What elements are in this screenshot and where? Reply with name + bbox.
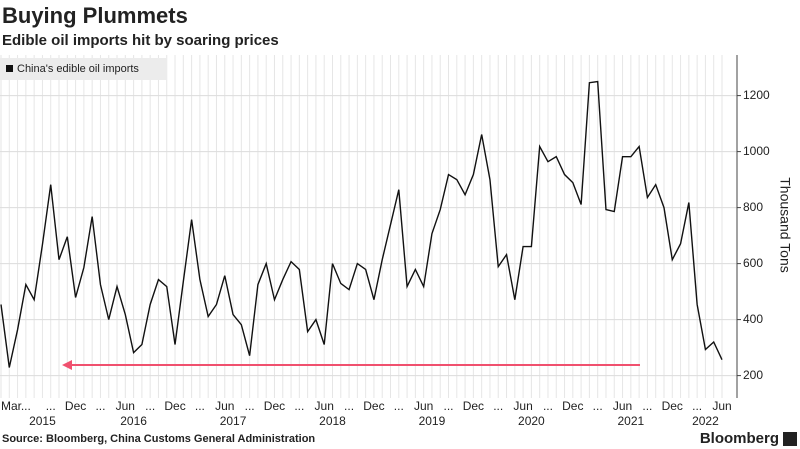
year-label: 2015 (29, 414, 56, 428)
x-tick-label: Dec (264, 399, 285, 413)
y-tick-label: 200 (743, 368, 763, 382)
y-tick-label: 600 (743, 256, 763, 270)
year-label: 2016 (120, 414, 147, 428)
x-tick-label: Mar (1, 399, 22, 413)
y-tick-label: 1000 (743, 144, 770, 158)
y-tick-label: 800 (743, 200, 763, 214)
x-tick-label: Jun (613, 399, 632, 413)
x-tick-label: ... (21, 399, 31, 413)
x-tick-label: ... (394, 399, 404, 413)
x-tick-label: Dec (662, 399, 683, 413)
x-tick-label: ... (245, 399, 255, 413)
x-tick-label: Dec (65, 399, 86, 413)
year-label: 2022 (692, 414, 719, 428)
y-tick-label: 1200 (743, 88, 770, 102)
x-tick-label: ... (95, 399, 105, 413)
x-tick-label: ... (344, 399, 354, 413)
x-tick-label: Dec (363, 399, 384, 413)
chart-title: Buying Plummets (2, 3, 188, 28)
y-tick-label: 400 (743, 312, 763, 326)
x-tick-label: ... (195, 399, 205, 413)
x-tick-label: Dec (562, 399, 583, 413)
x-tick-label: Jun (116, 399, 135, 413)
x-tick-label: ... (692, 399, 702, 413)
chart-subtitle: Edible oil imports hit by soaring prices (2, 32, 279, 49)
source: Source: Bloomberg, China Customs General… (2, 433, 315, 445)
series-line (0, 80, 723, 368)
x-tick-label: Jun (215, 399, 234, 413)
x-tick-label: Jun (513, 399, 532, 413)
x-tick-label: Dec (164, 399, 185, 413)
x-tick-label: ... (46, 399, 56, 413)
x-tick-label: ... (493, 399, 503, 413)
year-label: 2017 (220, 414, 247, 428)
x-tick-label: Jun (712, 399, 731, 413)
y-axis-label: Thousand Tons (777, 177, 793, 272)
year-label: 2020 (518, 414, 545, 428)
x-tick-label: Jun (414, 399, 433, 413)
legend-swatch (6, 65, 13, 72)
x-tick-label: Jun (315, 399, 334, 413)
x-tick-label: ... (593, 399, 603, 413)
x-tick-label: ... (444, 399, 454, 413)
legend-label: China's edible oil imports (17, 63, 139, 75)
x-tick-label: ... (145, 399, 155, 413)
brand-icon (783, 432, 797, 446)
x-tick-label: ... (294, 399, 304, 413)
legend-box (0, 58, 166, 80)
x-tick-label: ... (642, 399, 652, 413)
x-tick-label: Dec (463, 399, 484, 413)
annotation-arrowhead (62, 360, 72, 370)
year-label: 2021 (617, 414, 644, 428)
brand: Bloomberg (700, 430, 779, 447)
year-label: 2019 (419, 414, 446, 428)
year-label: 2018 (319, 414, 346, 428)
grid (0, 55, 737, 398)
x-tick-label: ... (543, 399, 553, 413)
